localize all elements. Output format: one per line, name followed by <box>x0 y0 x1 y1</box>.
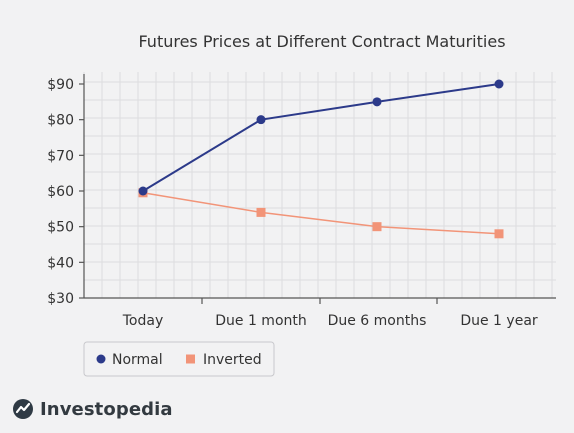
x-tick-label: Due 1 month <box>215 313 307 329</box>
legend-marker-inverted <box>186 354 195 364</box>
data-point-normal <box>138 186 148 196</box>
brand-name: Investopedia <box>40 398 173 420</box>
series-line-normal <box>142 83 500 192</box>
y-tick-label: $60 <box>47 184 74 200</box>
legend-box <box>83 341 275 377</box>
legend: Normal Inverted <box>83 341 275 377</box>
x-tick-label: Due 1 year <box>460 313 538 329</box>
x-axis-ticks: Today Due 1 month Due 6 months Due 1 year <box>122 298 538 329</box>
data-point-normal <box>494 79 504 89</box>
chart-title: Futures Prices at Different Contract Mat… <box>138 32 505 51</box>
series-layer <box>138 79 504 239</box>
axes <box>83 74 556 299</box>
investopedia-logo-icon <box>13 399 33 419</box>
data-point-normal <box>372 97 382 107</box>
y-tick-label: $90 <box>47 77 74 93</box>
x-tick-label: Today <box>122 313 164 329</box>
grid <box>83 72 556 299</box>
y-tick-label: $70 <box>47 148 74 164</box>
y-tick-label: $50 <box>47 220 74 236</box>
data-point-inverted <box>256 207 266 217</box>
data-point-inverted <box>494 229 504 239</box>
y-tick-label: $80 <box>47 113 74 129</box>
y-tick-label: $40 <box>47 255 74 271</box>
legend-marker-normal <box>96 354 106 364</box>
legend-label-inverted: Inverted <box>203 352 262 368</box>
brand-logo: Investopedia <box>12 398 173 420</box>
data-point-inverted <box>372 222 382 232</box>
data-point-normal <box>256 115 266 125</box>
series-line-inverted <box>142 192 500 235</box>
y-axis-ticks: $30 $40 $50 $60 $70 $80 $90 <box>47 77 84 307</box>
x-tick-label: Due 6 months <box>328 313 427 329</box>
legend-label-normal: Normal <box>112 352 163 368</box>
y-tick-label: $30 <box>47 291 74 307</box>
